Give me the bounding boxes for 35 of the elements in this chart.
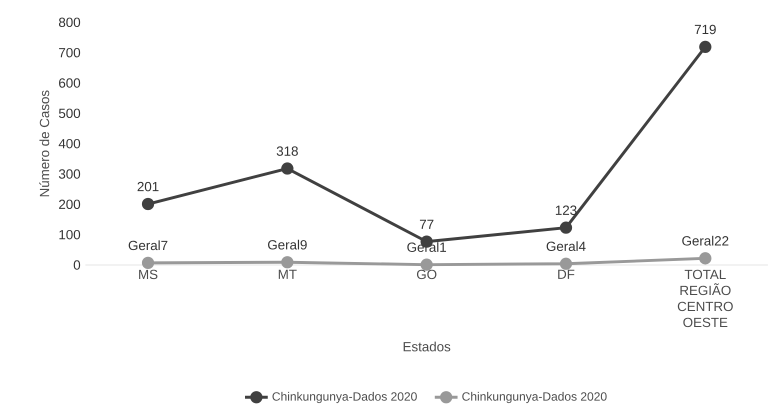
y-tick-label: 100: [59, 230, 80, 240]
legend-label: Chinkungunya-Dados 2020: [462, 392, 607, 404]
point: [281, 256, 294, 268]
x-tick-label: GO: [416, 270, 436, 280]
x-axis-title: Estados: [404, 342, 450, 352]
data-label: 201: [138, 182, 159, 192]
data-label: 318: [276, 146, 298, 156]
point: [699, 40, 712, 54]
data-label: Geral7: [128, 240, 168, 250]
data-label: 719: [694, 24, 716, 34]
legend-label: Chinkungunya-Dados 2020: [272, 392, 417, 404]
y-tick-label: 800: [58, 18, 80, 28]
y-tick-label: 400: [58, 138, 80, 148]
y-tick-label: 700: [59, 48, 80, 58]
point: [560, 258, 572, 270]
y-tick-label: 0: [74, 260, 80, 270]
point: [560, 222, 572, 234]
data-label: Geral22: [682, 236, 728, 246]
x-tick-label: MS: [139, 270, 158, 280]
y-tick-label: 200: [59, 200, 80, 210]
point: [142, 256, 154, 270]
data-label: 123: [556, 206, 577, 215]
data-label: Geral4: [546, 241, 586, 252]
data-label: 77: [420, 220, 434, 229]
y-axis-title: Número de Casos: [39, 90, 50, 196]
x-tick-label: DF: [558, 270, 574, 279]
point: [142, 198, 154, 210]
x-tick-label: TOTAL REGIÃO CENTRO OESTE: [678, 270, 733, 328]
y-tick-label: 600: [59, 78, 80, 88]
point: [699, 252, 712, 264]
point: [281, 162, 294, 175]
y-tick-label: 500: [58, 108, 80, 118]
data-label: Geral9: [268, 240, 307, 250]
y-tick-label: 300: [58, 169, 80, 179]
x-tick-label: MT: [278, 270, 297, 279]
